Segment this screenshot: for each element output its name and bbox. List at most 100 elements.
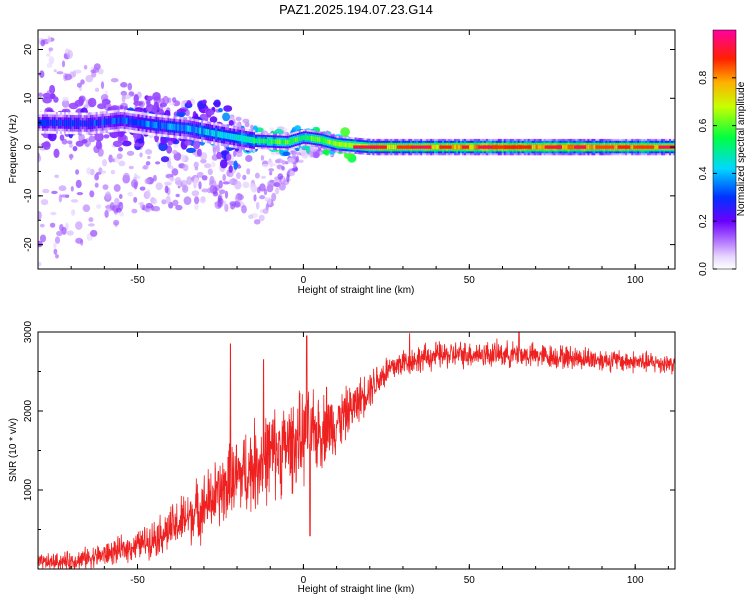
spectrogram-band-cell bbox=[270, 139, 274, 144]
spectrogram-band-cell bbox=[571, 144, 574, 150]
spectrogram-cell bbox=[115, 207, 122, 213]
spectrogram-cell bbox=[227, 160, 236, 166]
spectrogram-cell bbox=[260, 175, 266, 179]
spectrogram-band-cell bbox=[129, 118, 132, 125]
spectrogram-band-cell bbox=[470, 144, 473, 150]
spectrogram-cell bbox=[145, 149, 153, 155]
spectrogram-cell bbox=[186, 100, 192, 107]
spectrogram-cell bbox=[118, 211, 125, 217]
spectrogram-cell bbox=[88, 223, 95, 227]
spectrogram-cell bbox=[213, 101, 221, 106]
spectrogram-cell bbox=[274, 187, 280, 195]
spectrogram-heatmap bbox=[38, 35, 675, 267]
spectrogram-cell bbox=[233, 160, 238, 170]
spectrogram-band-cell bbox=[151, 121, 154, 128]
spectrogram-band-cell bbox=[63, 120, 67, 127]
spectrogram-cell bbox=[121, 140, 132, 147]
spectrogram-cell bbox=[97, 103, 107, 110]
x-tick-label: 0 bbox=[301, 275, 307, 286]
spectrogram-cell bbox=[69, 153, 73, 161]
spectrogram-cell bbox=[253, 194, 257, 202]
spectrogram-cell bbox=[118, 147, 123, 152]
spectrogram-cell bbox=[76, 192, 84, 196]
spectrogram-cell bbox=[259, 183, 266, 192]
spectrogram-band-cell bbox=[284, 139, 287, 145]
spectrogram-band-cell bbox=[326, 139, 329, 144]
colorbar-tick-label: 0.6 bbox=[698, 118, 709, 132]
spectrogram-band-cell bbox=[89, 120, 92, 127]
spectrogram-band-cell bbox=[452, 144, 455, 150]
spectrogram-cell bbox=[228, 165, 233, 173]
spectrogram-band-cell bbox=[539, 144, 542, 150]
spectrogram-cell bbox=[120, 90, 128, 96]
spectrogram-band-cell bbox=[631, 144, 634, 150]
spectrogram-cell bbox=[75, 221, 83, 230]
spectrogram-cell bbox=[139, 186, 146, 191]
spectrogram-band-cell bbox=[51, 119, 55, 126]
spectrogram-band-cell bbox=[183, 125, 186, 132]
spectrogram-cell bbox=[269, 171, 273, 176]
spectrogram-cell bbox=[46, 62, 53, 69]
spectrogram-band-cell bbox=[137, 119, 140, 126]
spectrogram-cell bbox=[38, 154, 42, 163]
spectrogram-band-cell bbox=[57, 119, 61, 127]
spectrogram-band-cell bbox=[117, 117, 120, 124]
spectrogram-band-cell bbox=[251, 137, 254, 144]
spectrogram-band-cell bbox=[75, 120, 78, 127]
spectrogram-cell bbox=[105, 191, 111, 200]
spectrogram-cell bbox=[288, 158, 296, 163]
spectrogram-cell bbox=[61, 99, 70, 108]
spectrogram-band-cell bbox=[83, 120, 86, 127]
spectrogram-band-cell bbox=[175, 124, 178, 131]
colorbar-tick-label: 0.8 bbox=[698, 70, 709, 84]
spectrogram-band-cell bbox=[123, 117, 126, 124]
spectrogram-cell bbox=[268, 168, 275, 172]
spectrogram-cell bbox=[222, 181, 231, 185]
spectrogram-band-cell bbox=[537, 144, 540, 150]
spectrogram-band-cell bbox=[541, 144, 544, 150]
spectrogram-band-cell bbox=[221, 131, 224, 139]
spectrogram-band-cell bbox=[629, 144, 632, 150]
spectrogram-cell bbox=[162, 95, 170, 105]
spectrogram-band-cell bbox=[49, 119, 53, 126]
spectrogram-band-cell bbox=[394, 144, 397, 150]
spectrogram-band-cell bbox=[298, 136, 301, 141]
spectrogram-cell bbox=[200, 158, 207, 164]
spectrogram-band-cell bbox=[655, 144, 658, 150]
spectrogram-band-cell bbox=[167, 123, 170, 130]
spectrogram-cell bbox=[74, 99, 84, 107]
spectrogram-peak bbox=[461, 145, 469, 149]
spectrogram-cell bbox=[85, 74, 94, 83]
spectrogram-band-cell bbox=[245, 136, 248, 143]
spectrogram-cell bbox=[95, 139, 102, 150]
spectrogram-band-cell bbox=[259, 138, 262, 144]
spectrogram-cell bbox=[88, 97, 97, 108]
spectrogram-cell bbox=[160, 156, 170, 163]
spectrogram-band-cell bbox=[99, 119, 102, 126]
spectrogram-cell bbox=[184, 140, 192, 146]
spectrogram-cell bbox=[39, 70, 45, 78]
spectrogram-band-cell bbox=[205, 128, 208, 135]
spectrogram-cell bbox=[61, 226, 67, 235]
spectrogram-cell bbox=[216, 144, 220, 153]
spectrogram-cell bbox=[38, 261, 42, 267]
spectrogram-cell bbox=[228, 179, 233, 185]
spectrogram-band-cell bbox=[131, 118, 134, 125]
spectrogram-cell bbox=[310, 148, 317, 152]
spectrogram-band-cell bbox=[276, 139, 280, 145]
spectrogram-band-cell bbox=[438, 144, 441, 150]
spectrogram-band-cell bbox=[237, 134, 240, 141]
spectrogram-cell bbox=[121, 93, 126, 103]
spectrogram-cell bbox=[270, 151, 277, 156]
spectrogram-band-cell bbox=[312, 136, 315, 141]
colorbar: 0.0 0.2 0.4 0.6 0.8 Normalized spectral ampl… bbox=[698, 29, 747, 276]
spectrogram-band-cell bbox=[115, 117, 118, 124]
spectrogram-band-cell bbox=[288, 139, 291, 144]
spectrogram-band-cell bbox=[593, 144, 596, 150]
spectrogram-band-cell bbox=[328, 139, 331, 145]
spectrogram-cell bbox=[51, 190, 58, 195]
spectrogram-band-cell bbox=[61, 119, 65, 127]
spectrogram-cell bbox=[48, 56, 55, 65]
snr-y-label: SNR (10 * v/v) bbox=[8, 418, 19, 482]
spectrogram-band-cell bbox=[253, 137, 256, 144]
